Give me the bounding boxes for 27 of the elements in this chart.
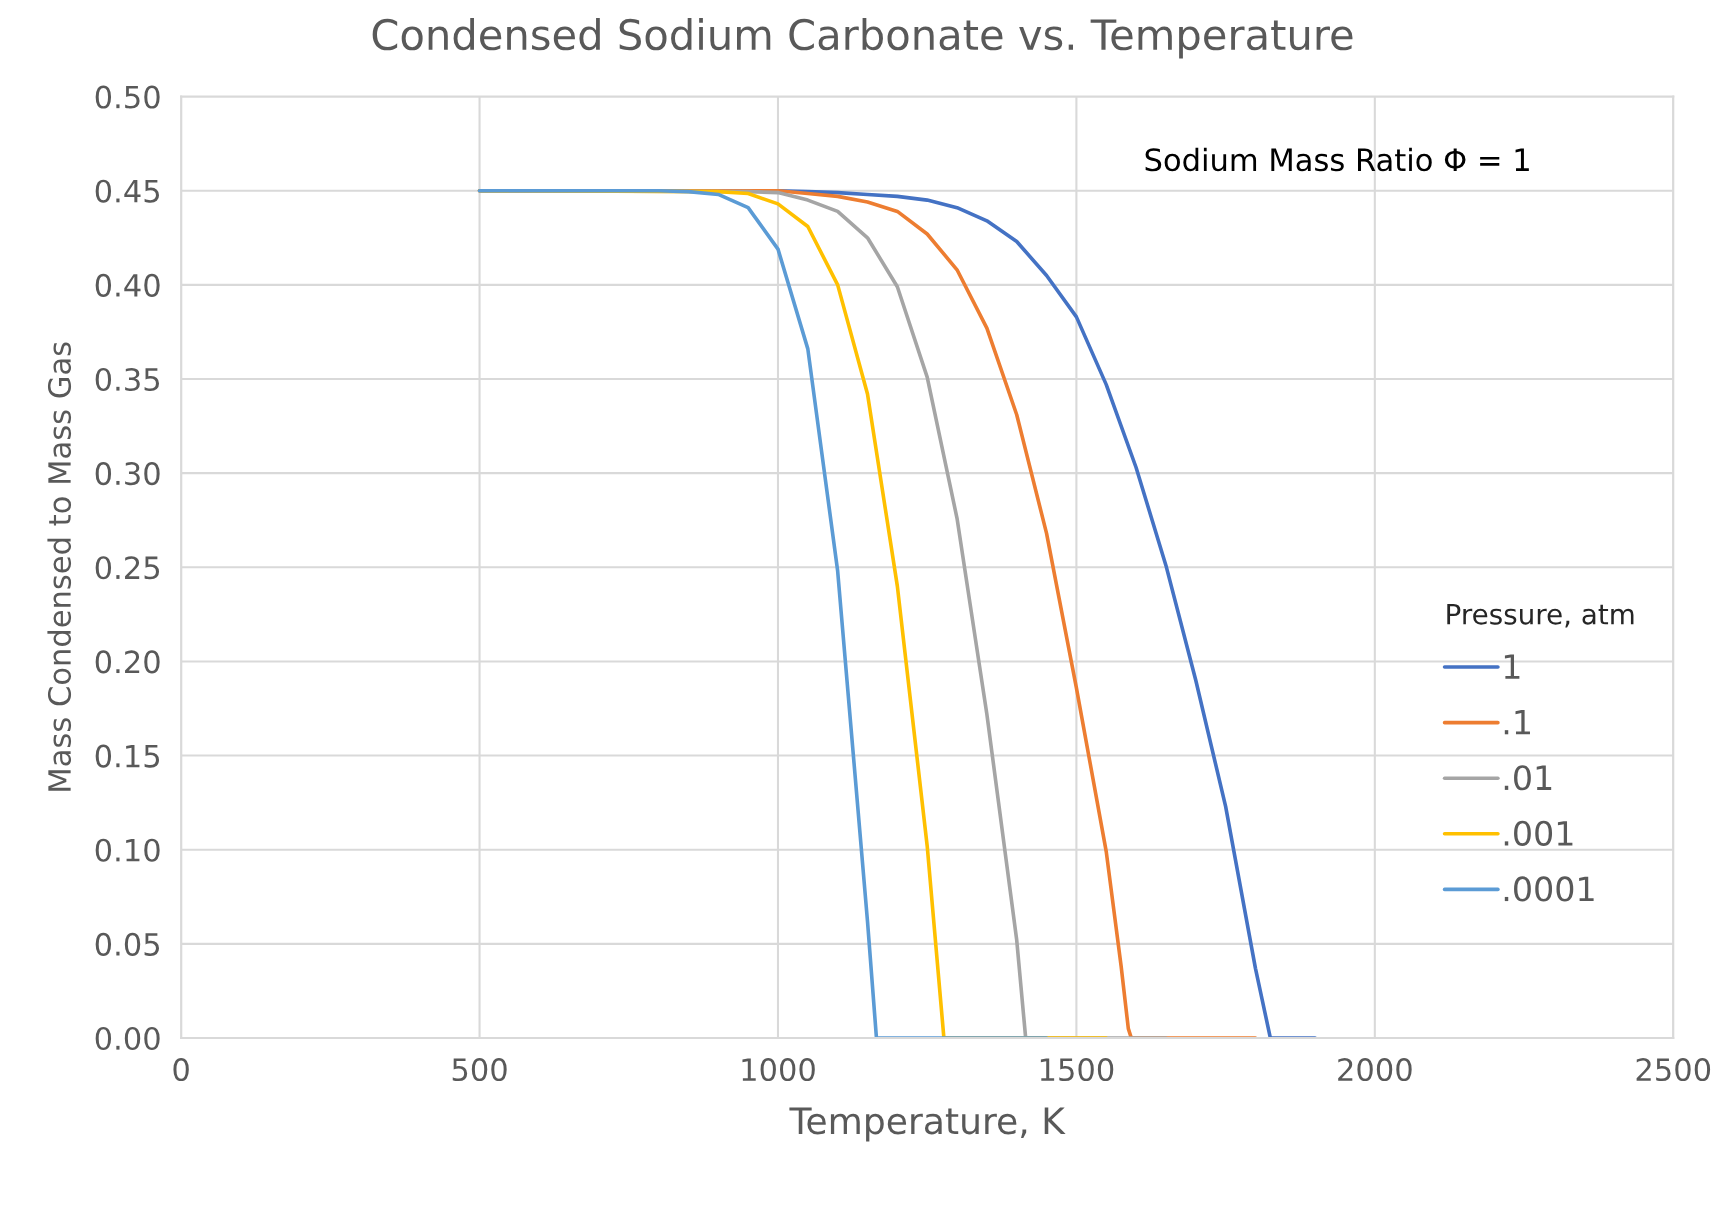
legend-label: .001 — [1504, 820, 1573, 846]
y-axis-title: Mass Condensed to Mass Gas — [47, 342, 72, 791]
x-tick-label: 0 — [173, 1058, 189, 1082]
legend-label: .1 — [1504, 709, 1530, 735]
annotation: Sodium Mass Ratio Φ = 1 — [1145, 147, 1529, 172]
y-tick-label: 0.20 — [95, 650, 160, 674]
chart-title: Condensed Sodium Carbonate vs. Temperature — [372, 18, 1353, 59]
y-tick-label: 0.00 — [95, 1026, 160, 1051]
y-tick-label: 0.45 — [95, 179, 160, 203]
x-tick-label: 1000 — [742, 1058, 815, 1082]
legend-label: 1 — [1504, 654, 1520, 679]
x-tick-label: 2500 — [1636, 1058, 1711, 1082]
legend-label: .0001 — [1504, 876, 1594, 902]
y-tick-label: 0.40 — [95, 273, 160, 297]
y-tick-label: 0.35 — [95, 367, 160, 392]
y-tick-label: 0.25 — [95, 556, 160, 580]
x-axis-title: Temperature, K — [789, 1107, 1066, 1142]
y-tick-label: 0.10 — [95, 838, 160, 862]
legend-title: Pressure, atm — [1447, 604, 1634, 628]
y-tick-label: 0.30 — [95, 462, 160, 486]
legend-label: .01 — [1504, 765, 1552, 791]
y-tick-label: 0.05 — [95, 932, 160, 956]
y-tick-label: 0.15 — [95, 744, 160, 768]
x-tick-label: 1500 — [1040, 1058, 1114, 1082]
x-tick-label: 500 — [452, 1058, 507, 1082]
x-tick-label: 2000 — [1338, 1058, 1412, 1082]
y-tick-label: 0.50 — [95, 85, 160, 109]
